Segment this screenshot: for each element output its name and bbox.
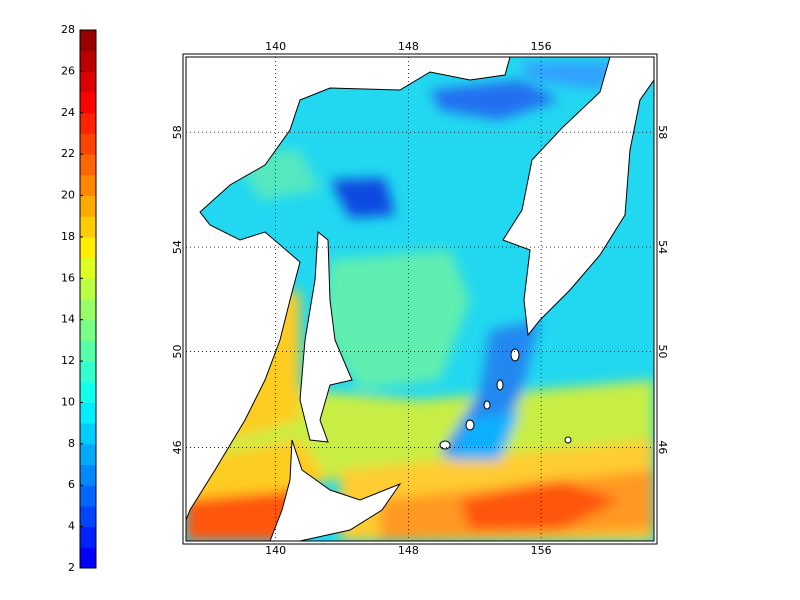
lat-label-right: 58 [656, 125, 669, 139]
colorbar-level [80, 236, 96, 259]
colorbar-level [80, 505, 96, 528]
colorbar-level [80, 402, 96, 424]
colorbar-level [80, 319, 96, 341]
colorbar-level [80, 174, 96, 197]
hokkaido [269, 439, 402, 541]
colorbar-level [80, 133, 96, 155]
colorbar-tick-label: 26 [61, 64, 75, 77]
colorbar-level [80, 71, 96, 93]
colorbar-tick-label: 8 [68, 437, 75, 450]
colorbar-tick-label: 12 [61, 354, 75, 367]
lat-label-right: 50 [656, 344, 669, 358]
colorbar-tick-label: 16 [61, 271, 75, 284]
colorbar-level [80, 381, 96, 403]
colorbar-level [80, 299, 96, 321]
colorbar-level [80, 443, 96, 466]
map-frame-outer [182, 53, 658, 545]
colorbar-level [80, 92, 96, 114]
colorbar-level [80, 340, 96, 362]
lat-label-left: 54 [171, 240, 184, 254]
colorbar-tick-label: 22 [61, 147, 75, 160]
lon-label-bottom: 148 [398, 544, 419, 557]
colorbar-tick-label: 2 [68, 561, 75, 574]
colorbar-level [80, 154, 96, 176]
colorbar-tick-label: 20 [61, 189, 75, 202]
lat-label-left: 46 [171, 440, 184, 454]
lon-label-bottom: 140 [265, 544, 286, 557]
colorbar-level [80, 30, 96, 52]
colorbar-level [80, 526, 96, 548]
graticule: 140 140 148 148 156 156 46 46 50 50 54 54 58 58 [171, 40, 669, 557]
kuril-islands [439, 348, 572, 450]
colorbar-level [80, 361, 96, 383]
colorbar-level [80, 257, 96, 279]
lat-label-right: 54 [656, 240, 669, 254]
lat-label-left: 58 [171, 125, 184, 139]
colorbar-level [80, 547, 96, 569]
colorbar-level [80, 112, 96, 134]
lon-label-top: 140 [265, 40, 286, 53]
lat-label-right: 46 [656, 440, 669, 454]
colorbar-tick-label: 10 [61, 395, 75, 408]
lon-label-bottom: 156 [531, 544, 552, 557]
colorbar-frame [79, 29, 97, 569]
colorbar-level [80, 423, 96, 445]
colorbar-level [80, 485, 96, 507]
colorbar-level [80, 464, 96, 486]
colorbar-level [80, 195, 96, 217]
colorbar-tick-label: 18 [61, 230, 75, 243]
mainland [186, 57, 511, 521]
lon-label-top: 148 [398, 40, 419, 53]
colorbar-level [80, 278, 96, 300]
colorbar-level [80, 50, 96, 72]
sakhalin [299, 231, 353, 443]
map-field [186, 57, 654, 541]
map-frame [185, 56, 655, 542]
colorbar-tick-label: 4 [68, 520, 75, 533]
colorbar-tick-label: 6 [68, 478, 75, 491]
colorbar-level [80, 216, 96, 238]
colorbar-tick-label: 28 [61, 23, 75, 36]
lat-label-left: 50 [171, 344, 184, 358]
lon-label-top: 156 [531, 40, 552, 53]
colorbar-tick-label: 24 [61, 106, 75, 119]
colorbar-tick-label: 14 [61, 313, 75, 326]
